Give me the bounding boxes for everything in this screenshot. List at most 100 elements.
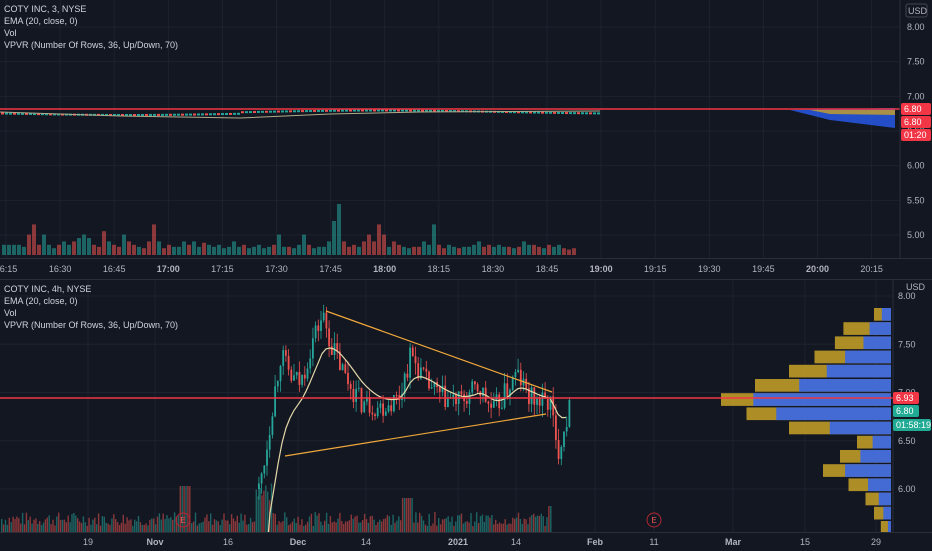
trendline-upper[interactable]	[325, 310, 553, 393]
volume-bar	[487, 515, 489, 532]
price-candle	[193, 113, 196, 116]
earnings-marker[interactable]: E	[175, 512, 191, 528]
volume-bar	[39, 521, 41, 532]
volume-bar	[445, 518, 447, 532]
volume-bar	[62, 241, 66, 255]
volume-bar	[92, 244, 96, 255]
price-tag[interactable]: 01:58:19	[893, 419, 931, 431]
candle-body	[309, 358, 312, 369]
price-candle	[333, 109, 336, 112]
volume-bar	[221, 519, 223, 532]
price-tag[interactable]: 6.80	[901, 103, 931, 115]
candle-body	[357, 387, 360, 389]
volume-bar	[318, 513, 320, 532]
volume-bar	[382, 234, 386, 255]
volume-bar	[267, 491, 269, 532]
volume-bar	[468, 522, 470, 532]
ema-line	[0, 110, 601, 119]
price-candle	[237, 112, 240, 115]
candle-body	[271, 416, 274, 435]
candle-body	[303, 374, 306, 379]
price-tag[interactable]: 6.93	[893, 392, 919, 404]
price-candle	[161, 113, 164, 116]
volume-bar	[215, 520, 218, 532]
currency-badge[interactable]	[905, 3, 928, 18]
volume-bar	[372, 241, 376, 255]
candle-body	[306, 368, 309, 379]
volume-bar	[94, 517, 96, 532]
four-hour-time-axis[interactable]: 19 Nov 16 Dec 14 2021 14 Feb 11 Mar 15 29	[0, 532, 932, 551]
volume-bar	[170, 517, 172, 532]
volume-bar	[481, 514, 484, 532]
trendline-lower[interactable]	[284, 413, 547, 457]
volume-bar	[172, 519, 174, 532]
price-tag[interactable]: 6.80	[893, 405, 919, 417]
symbol-title[interactable]: COTY INC, 4h, NYSE	[4, 284, 92, 294]
price-candle	[549, 111, 552, 114]
price-candle	[397, 109, 400, 112]
price-candle	[1, 112, 4, 115]
four-hour-chart-pane[interactable]: COTY INC, 4h, NYSE EMA (20, close, 0) Vo…	[0, 280, 932, 532]
volume-bar	[335, 522, 337, 532]
volume-bar	[35, 518, 37, 532]
earnings-marker[interactable]: E	[646, 512, 662, 528]
ema-indicator-label[interactable]: EMA (20, close, 0)	[4, 16, 78, 26]
volume-bar	[112, 244, 116, 255]
ema-indicator-label[interactable]: EMA (20, close, 0)	[4, 296, 78, 306]
vpvr-indicator-label[interactable]: VPVR (Number Of Rows, 36, Up/Down, 70)	[4, 320, 179, 330]
volume-bar	[37, 523, 39, 532]
volume-bar	[137, 515, 140, 532]
volume-indicator-label[interactable]: Vol	[4, 308, 17, 318]
candle-body	[519, 369, 522, 386]
time-axis-label: 16:15	[0, 264, 17, 274]
volume-bar	[417, 246, 421, 255]
intraday-time-axis[interactable]: 16:15 16:30 16:45 17:00 17:15 17:30 17:45 18:00…	[0, 258, 932, 280]
volume-bar	[210, 513, 212, 532]
volume-bar	[476, 512, 478, 532]
candle-body	[363, 401, 366, 413]
volume-bar	[16, 516, 18, 532]
svg-text:6.80: 6.80	[904, 117, 922, 127]
intraday-chart-pane[interactable]: COTY INC, 3, NYSE EMA (20, close, 0) Vol…	[0, 0, 932, 258]
volume-indicator-label[interactable]: Vol	[4, 28, 17, 38]
volume-bar	[202, 521, 204, 532]
volume-bar	[42, 522, 45, 532]
four-hour-chart-canvas[interactable]: EEUSD8.007.507.006.506.006.936.8001:58:1…	[0, 280, 932, 532]
candle-body	[536, 398, 538, 405]
volume-bar	[538, 515, 541, 532]
candle-body	[393, 395, 395, 412]
volume-bar	[515, 517, 518, 532]
volume-bar	[18, 518, 20, 532]
candle-body	[482, 387, 484, 396]
price-candle	[289, 110, 292, 113]
volume-bar	[402, 246, 406, 255]
volume-bar	[128, 520, 130, 532]
time-axis-label: Dec	[290, 537, 307, 547]
volume-bar	[270, 483, 273, 532]
volume-bar	[417, 522, 419, 532]
volume-bar	[291, 521, 294, 532]
ema-line	[267, 347, 567, 532]
symbol-title[interactable]: COTY INC, 3, NYSE	[4, 4, 87, 14]
volume-bar	[212, 246, 216, 255]
price-candle	[437, 109, 440, 112]
volume-bar	[534, 516, 537, 532]
volume-bar	[173, 512, 176, 532]
time-axis-label: 19:45	[752, 264, 775, 274]
price-candle	[253, 110, 256, 113]
volume-bar	[455, 521, 457, 532]
price-candle	[233, 112, 236, 115]
candle-body	[546, 397, 549, 410]
volume-bar	[21, 512, 24, 532]
candle-body	[455, 394, 457, 405]
volume-bar	[154, 524, 157, 532]
vpvr-profile	[810, 110, 895, 115]
volume-bar	[462, 523, 465, 532]
candle-body	[314, 325, 317, 339]
price-tag[interactable]: 01:20	[901, 129, 931, 141]
volume-bar	[276, 524, 278, 532]
volume-bar	[277, 234, 281, 255]
intraday-chart-canvas[interactable]: USD8.007.507.006.506.005.505.006.806.800…	[0, 0, 932, 258]
price-tag[interactable]: 6.80	[901, 116, 931, 128]
vpvr-indicator-label[interactable]: VPVR (Number Of Rows, 36, Up/Down, 70)	[4, 40, 179, 50]
